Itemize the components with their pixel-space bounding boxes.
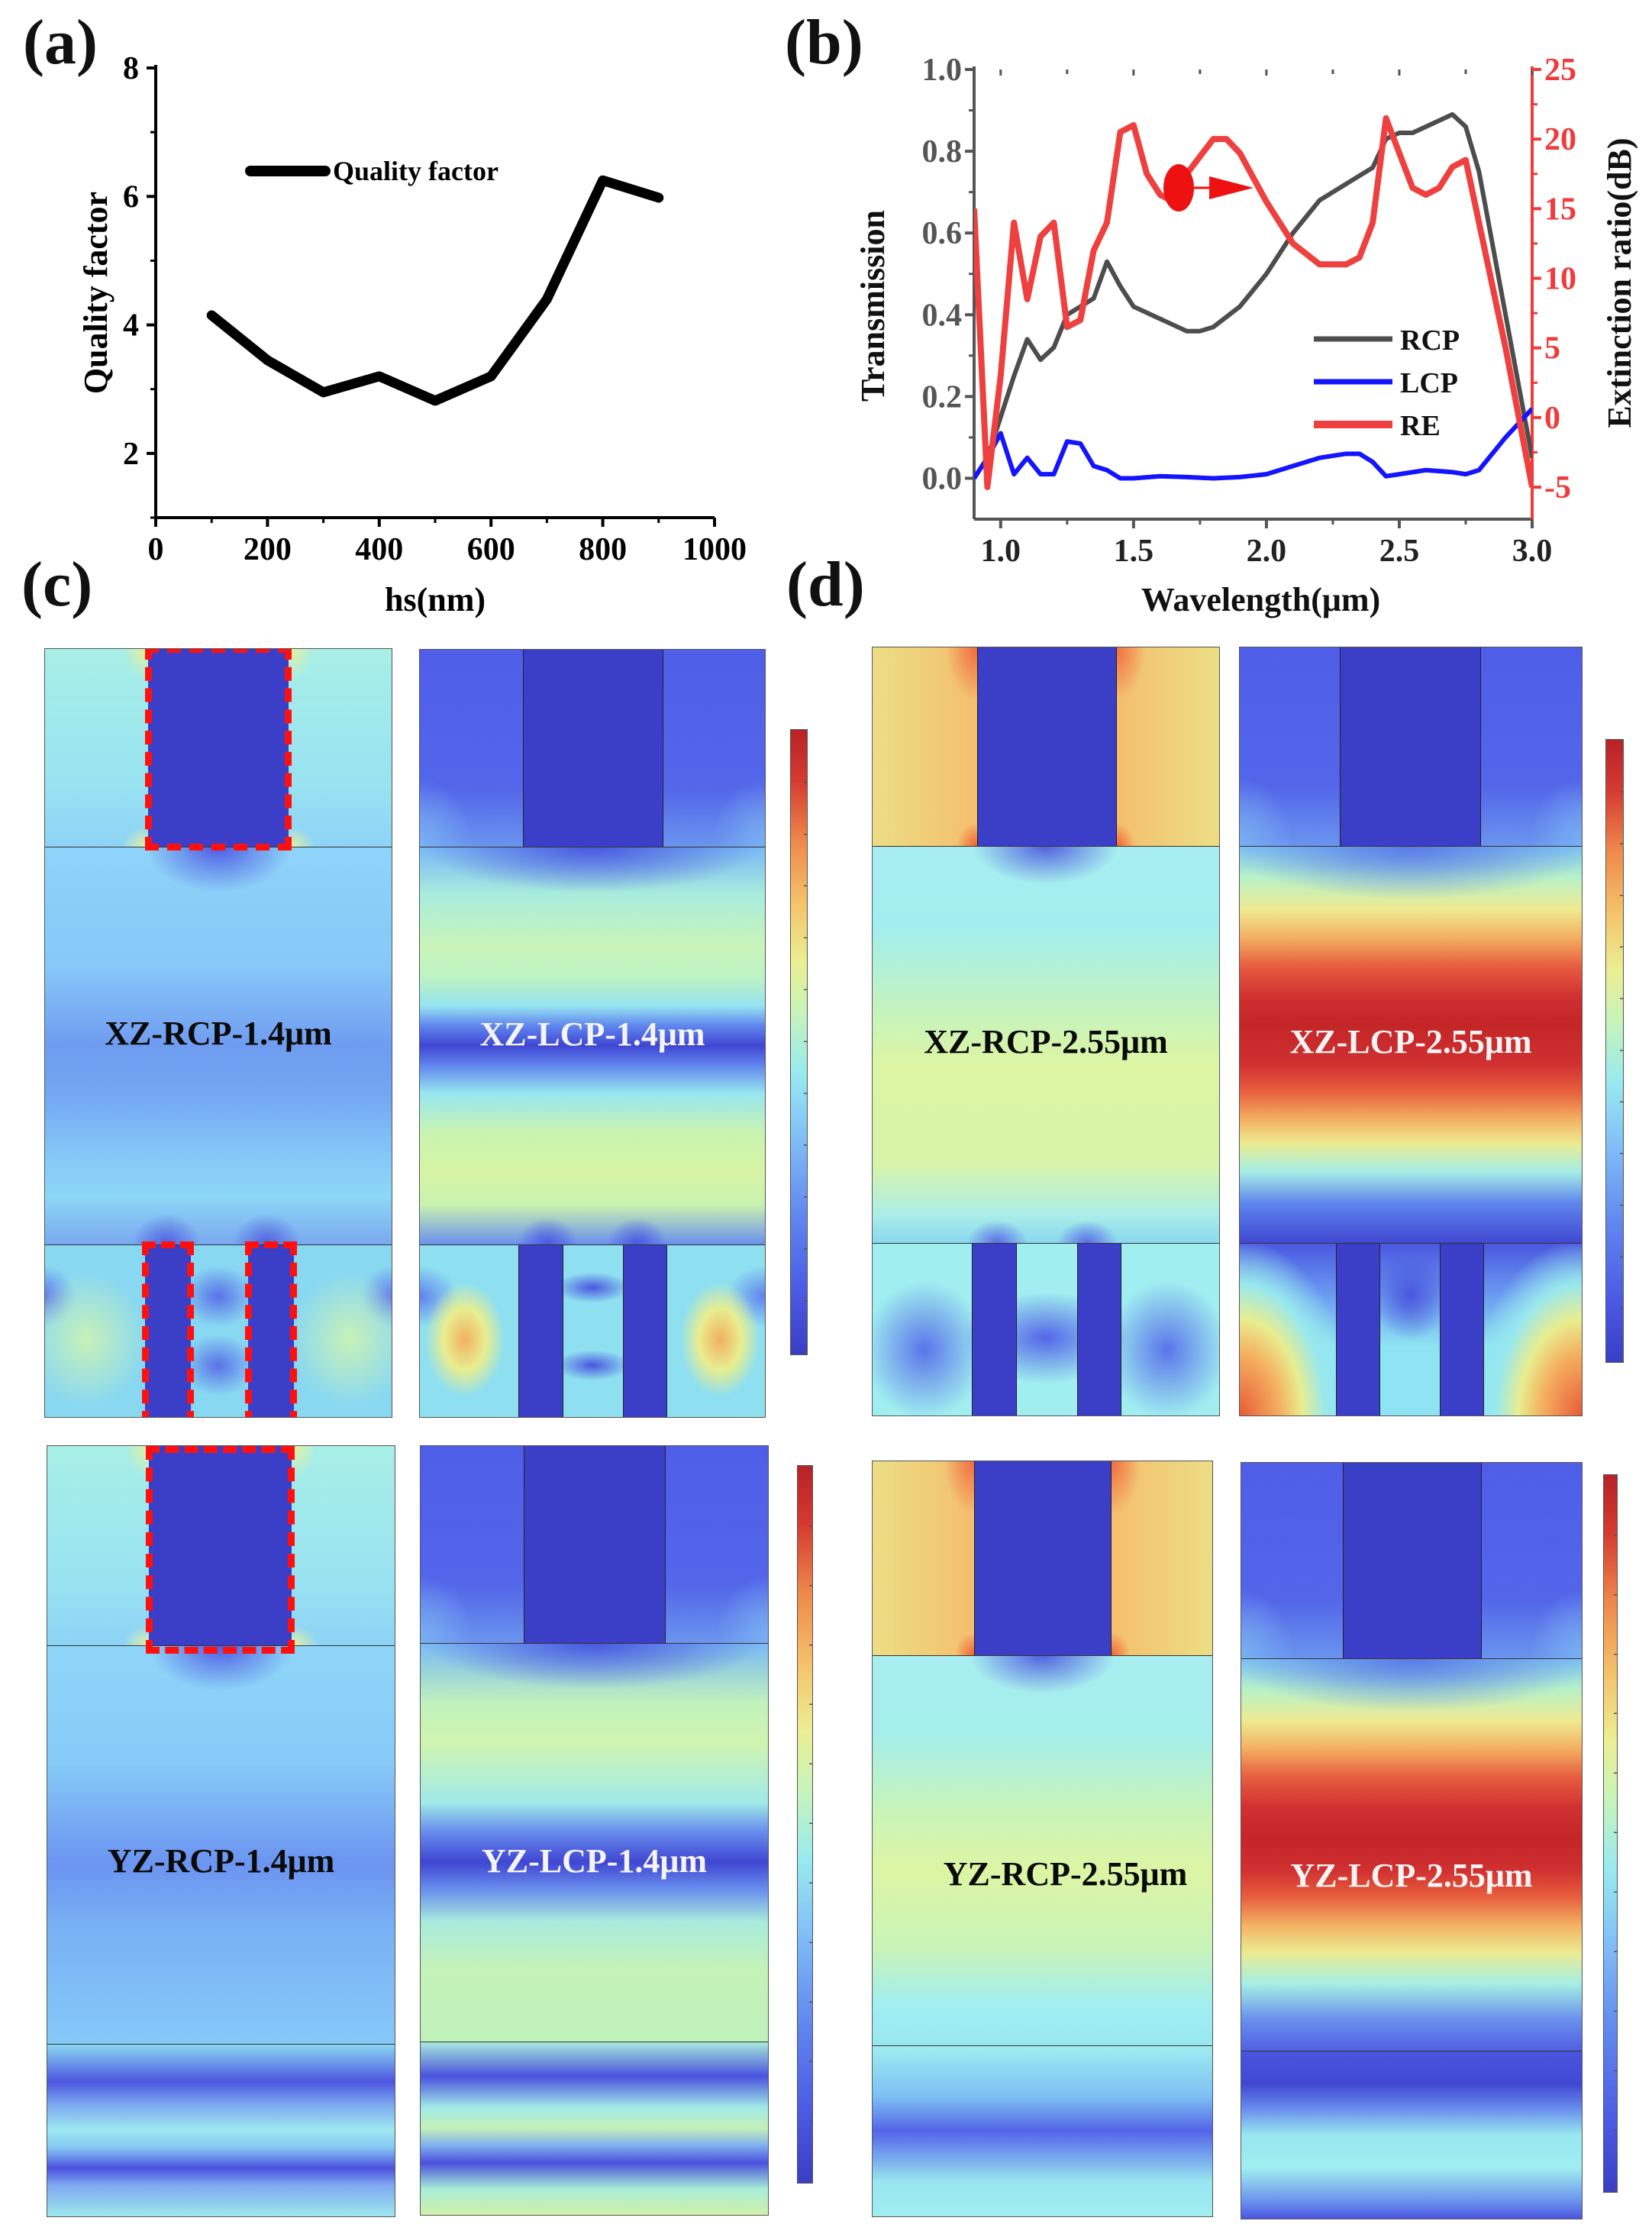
data-point: [434, 400, 436, 402]
y2-tick-label: 20: [1544, 122, 1576, 157]
y-tick-label: 0.2: [922, 379, 963, 415]
x-tick-label: 800: [579, 532, 627, 567]
y-axis-title: Transmission: [854, 210, 892, 402]
pillar: [523, 650, 663, 847]
annotation-ellipse: [1163, 164, 1195, 211]
pillar: [1343, 1463, 1482, 1658]
series-line-re: [974, 115, 1532, 491]
field-map-label: XZ-LCP-1.4μm: [479, 1015, 705, 1053]
highlight-box: [245, 1241, 297, 1417]
panel-label-c: (c): [21, 549, 93, 620]
colorbar: [797, 1465, 813, 2184]
pillar: [974, 1461, 1112, 1655]
series-line-quality-factor: [206, 175, 664, 406]
x-tick-label: 1.5: [1114, 534, 1154, 569]
y2-axis-title: Extinction ratio(dB): [1601, 137, 1638, 428]
y2-tick-label: 25: [1544, 53, 1576, 88]
x-axis-title: hs(nm): [385, 581, 486, 618]
pillar: [524, 1446, 666, 1643]
pillar: [518, 1244, 563, 1417]
y-tick-label: 4: [123, 308, 139, 344]
pillar: [149, 1446, 292, 1645]
series-line-rcp: [974, 111, 1532, 480]
pillar: [1077, 1243, 1121, 1415]
field-map-label: XZ-LCP-2.55μm: [1289, 1023, 1532, 1060]
y2-tick-label: 0: [1544, 401, 1560, 436]
legend-label-rcp: RCP: [1400, 324, 1460, 357]
x-tick-label: 1000: [682, 532, 747, 567]
legend-label-lcp: LCP: [1400, 367, 1458, 399]
x-axis-title: Wavelength(μm): [1141, 581, 1380, 618]
highlight-box: [145, 649, 292, 851]
field-map-xz-rcp-2.55: XZ-RCP-2.55μm: [872, 647, 1220, 1416]
field-map-xz-lcp-1.4: XZ-LCP-1.4μm: [419, 649, 766, 1418]
field-map-yz-rcp-1.4: YZ-RCP-1.4μm: [47, 1445, 395, 2217]
highlight-box: [146, 1446, 295, 1654]
pillar: [145, 1244, 191, 1417]
legend-label-re: RE: [1400, 410, 1441, 442]
x-tick-label: 3.0: [1512, 534, 1553, 569]
x-tick-label: 1.0: [981, 534, 1021, 569]
y-axis-title: Quality factor: [77, 192, 115, 394]
y-tick-label: 0.0: [922, 461, 963, 496]
field-map-label: YZ-LCP-2.55μm: [1290, 1857, 1533, 1894]
x-tick-label: 2.5: [1379, 534, 1420, 569]
pillar: [623, 1244, 667, 1417]
field-map-label: YZ-RCP-2.55μm: [943, 1855, 1188, 1893]
x-tick-label: 2.0: [1247, 534, 1287, 569]
pillar: [1336, 1243, 1380, 1415]
y-tick-label: 8: [123, 51, 139, 86]
pillar: [148, 649, 289, 847]
y-tick-label: 0.8: [922, 134, 963, 169]
data-point: [658, 197, 660, 199]
y-tick-label: 1.0: [922, 53, 963, 88]
series-line-lcp: [974, 407, 1532, 481]
y-tick-label: 0.6: [922, 216, 963, 251]
legend-label: Quality factor: [333, 156, 499, 186]
field-map-label: YZ-RCP-1.4μm: [107, 1842, 335, 1880]
pillar: [1440, 1243, 1484, 1415]
y2-tick-label: 5: [1544, 331, 1560, 366]
field-map-label: XZ-RCP-2.55μm: [924, 1023, 1168, 1060]
pillar: [972, 1243, 1017, 1415]
colorbar: [1603, 1474, 1618, 2193]
annotation-arrow-head: [1209, 176, 1254, 199]
data-point: [602, 179, 604, 181]
y-tick-label: 2: [123, 437, 139, 472]
pillar: [977, 647, 1117, 846]
x-tick-label: 400: [355, 532, 403, 567]
colorbar: [1605, 739, 1624, 1363]
x-tick-label: 200: [244, 532, 292, 567]
y2-tick-label: -5: [1544, 470, 1571, 505]
y-tick-label: 0.4: [922, 298, 963, 333]
panel-label-d: (d): [786, 549, 865, 620]
panel-label-a: (a): [23, 7, 98, 78]
x-tick-label: 0: [148, 532, 164, 567]
field-map-xz-lcp-2.55: XZ-LCP-2.55μm: [1239, 647, 1583, 1416]
field-map-label: XZ-RCP-1.4μm: [105, 1015, 332, 1052]
pillar: [1340, 647, 1481, 846]
field-map-yz-rcp-2.55: YZ-RCP-2.55μm: [872, 1461, 1213, 2217]
y2-tick-label: 15: [1544, 192, 1576, 227]
x-tick-label: 600: [467, 532, 515, 567]
panel-label-b: (b): [785, 7, 863, 78]
highlight-box: [142, 1241, 194, 1417]
colorbar: [790, 729, 808, 1355]
field-map-yz-lcp-1.4: YZ-LCP-1.4μm: [420, 1445, 769, 2216]
field-map-yz-lcp-2.55: YZ-LCP-2.55μm: [1241, 1462, 1583, 2219]
field-map-label: YZ-LCP-1.4μm: [481, 1842, 708, 1880]
y-tick-label: 6: [123, 179, 139, 215]
y2-tick-label: 10: [1544, 262, 1576, 297]
pillar: [248, 1244, 294, 1417]
field-map-xz-rcp-1.4: XZ-RCP-1.4μm: [44, 648, 392, 1418]
